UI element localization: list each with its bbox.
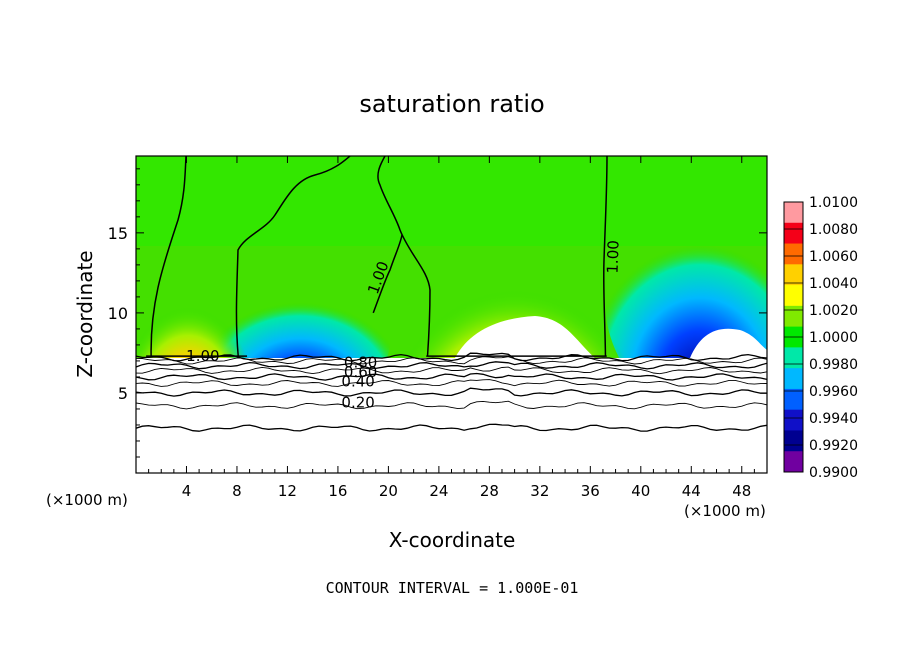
colorbar-swatch <box>784 347 803 369</box>
colorbar-swatch <box>784 451 803 473</box>
colorbar: 1.0100 1.0080 1.0060 1.0040 1.0020 1.0000 0.99… <box>783 195 858 481</box>
stratum-contour <box>136 366 767 375</box>
stratum-contour <box>136 352 767 362</box>
x-tick-label: 20 <box>379 482 398 500</box>
contour-label: 1.00 <box>186 347 219 365</box>
subcloud-layer <box>136 358 767 473</box>
stratum-contour <box>136 400 767 410</box>
contour-interval-note: CONTOUR INTERVAL = 1.000E-01 <box>326 579 579 597</box>
colorbar-swatch <box>784 222 803 245</box>
colorbar-label: 0.9940 <box>809 411 858 427</box>
y-tick-label: 15 <box>108 224 128 243</box>
x-axis: 4 8 12 16 20 24 28 32 36 40 44 48 <box>148 156 755 500</box>
colorbar-label: 1.0040 <box>809 276 858 292</box>
colorbar-label: 0.9900 <box>809 465 858 481</box>
colorbar-label: 0.9920 <box>809 438 858 454</box>
colorbar-label: 1.0020 <box>809 303 858 319</box>
saturation-contour <box>150 156 187 357</box>
colorbar-swatch <box>784 430 803 452</box>
colorbar-label: 1.0100 <box>809 195 858 211</box>
x-tick-label: 40 <box>631 482 650 500</box>
stratum-contour <box>136 423 767 432</box>
saturation-contour <box>372 234 403 314</box>
x-axis-label: X-coordinate <box>389 528 516 552</box>
cloud-free-core-center <box>455 316 595 358</box>
saturation-contour <box>377 156 431 357</box>
y-axis-label: Z-coordinate <box>73 250 97 377</box>
saturation-contour <box>235 156 351 357</box>
colorbar-label: 0.9980 <box>809 357 858 373</box>
colorbar-swatch <box>784 264 803 286</box>
colorbar-swatch <box>784 388 803 411</box>
cloud-free-core-right <box>690 328 767 358</box>
colorbar-label: 1.0000 <box>809 330 858 346</box>
x-tick-label: 28 <box>480 482 499 500</box>
colorbar-swatch <box>784 243 803 265</box>
x-tick-label: 4 <box>182 482 192 500</box>
chart-title: saturation ratio <box>359 90 544 118</box>
contour-label: 0.40 <box>341 373 374 391</box>
colorbar-swatch <box>784 202 803 224</box>
x-tick-label: 16 <box>328 482 347 500</box>
y-tick-label: 5 <box>118 384 128 403</box>
stratum-contour <box>136 379 767 387</box>
contour-label: 1.00 <box>603 240 622 274</box>
stratum-contour <box>136 372 767 381</box>
x-tick-label: 36 <box>581 482 600 500</box>
contour-strata <box>136 352 767 432</box>
x-tick-label: 24 <box>429 482 448 500</box>
y-tick-label: 10 <box>108 304 128 323</box>
x-tick-label: 8 <box>232 482 242 500</box>
x-tick-label: 48 <box>732 482 751 500</box>
contour-label: 0.80 <box>344 354 377 372</box>
colorbar-label: 0.9960 <box>809 384 858 400</box>
colorbar-swatch <box>784 409 803 431</box>
colorbar-label: 1.0060 <box>809 249 858 265</box>
plot-area <box>136 156 767 473</box>
saturation-contour <box>602 156 608 357</box>
x-tick-label: 32 <box>530 482 549 500</box>
x-tick-label: 44 <box>682 482 701 500</box>
colorbar-swatch <box>784 305 803 328</box>
stratum-contour <box>136 361 767 370</box>
y-axis: 5 10 15 <box>108 168 767 458</box>
colorbar-label: 1.0080 <box>809 222 858 238</box>
contour-label: 0.20 <box>341 394 374 412</box>
x-unit-left: (×1000 m) <box>46 491 128 509</box>
x-tick-label: 12 <box>278 482 297 500</box>
x-unit-right: (×1000 m) <box>684 502 766 520</box>
stratum-contour <box>136 387 767 397</box>
contour-label: 0.60 <box>344 363 377 381</box>
contour-lines <box>146 156 608 357</box>
colorbar-swatch <box>784 285 803 307</box>
colorbar-swatch <box>784 368 803 390</box>
